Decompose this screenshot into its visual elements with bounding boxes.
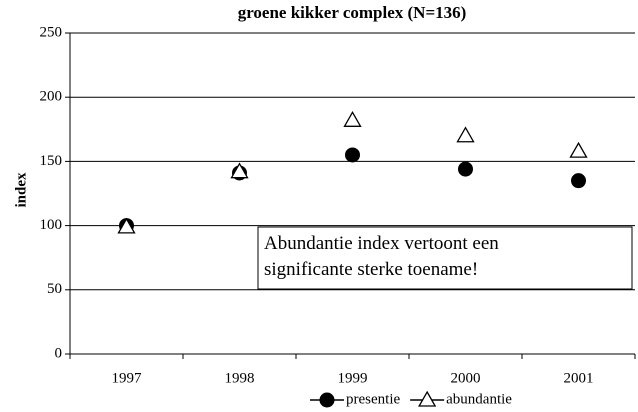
y-tick-label: 0 — [55, 345, 63, 361]
y-tick-label: 50 — [47, 281, 62, 297]
point — [418, 390, 437, 407]
x-tick-label: 1999 — [338, 370, 368, 386]
y-axis-label: index — [13, 172, 29, 208]
y-tick-label: 200 — [40, 89, 63, 105]
y-tick-label: 250 — [40, 24, 63, 40]
legend-item: abundantie — [410, 390, 512, 407]
point — [345, 147, 360, 163]
point — [571, 173, 586, 189]
x-tick-label: 2000 — [451, 370, 481, 386]
chart-title: groene kikker complex (N=136) — [238, 3, 467, 22]
legend-label: presentie — [346, 391, 400, 407]
point — [456, 126, 475, 143]
point — [569, 141, 588, 158]
legend-item: presentie — [310, 391, 400, 408]
point — [117, 217, 136, 234]
y-tick-label: 100 — [40, 217, 63, 233]
point — [230, 162, 249, 179]
x-tick-label: 1998 — [225, 370, 255, 386]
x-tick-label: 1997 — [112, 370, 143, 386]
point — [319, 392, 335, 408]
annotation: Abundantie index vertoont een — [264, 233, 499, 254]
annotation: significante sterke toename! — [264, 259, 478, 280]
x-tick-label: 2001 — [564, 370, 594, 386]
y-tick-label: 150 — [40, 153, 63, 169]
point — [458, 161, 473, 177]
annotation-box — [257, 226, 633, 290]
legend-label: abundantie — [446, 391, 512, 407]
point — [343, 111, 362, 127]
